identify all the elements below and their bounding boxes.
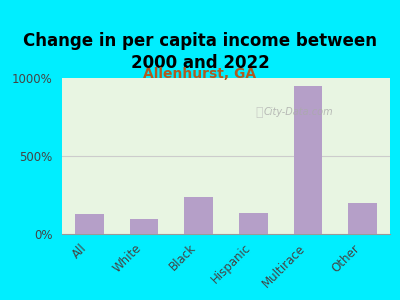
Bar bbox=[348, 203, 377, 234]
Text: Allenhurst, GA: Allenhurst, GA bbox=[144, 68, 256, 82]
Bar bbox=[294, 86, 322, 234]
Text: Change in per capita income between
2000 and 2022: Change in per capita income between 2000… bbox=[23, 32, 377, 72]
Bar bbox=[130, 219, 158, 234]
Bar bbox=[184, 197, 213, 234]
Bar bbox=[75, 214, 104, 234]
Bar bbox=[239, 213, 268, 234]
Text: Ⓢ: Ⓢ bbox=[255, 106, 262, 119]
Text: City-Data.com: City-Data.com bbox=[263, 107, 333, 117]
